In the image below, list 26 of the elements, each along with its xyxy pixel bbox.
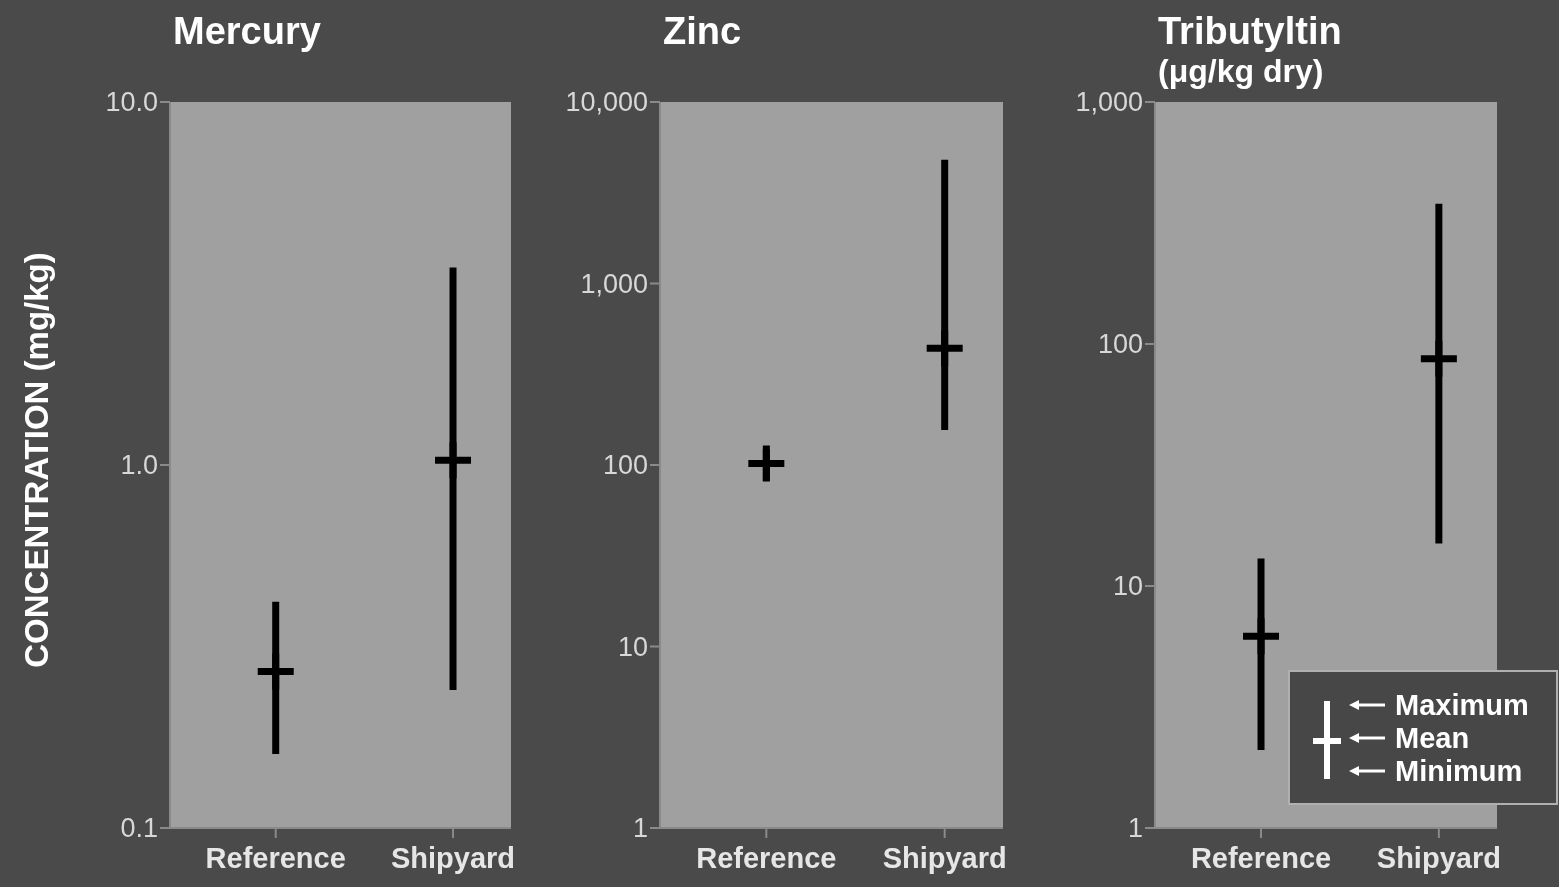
x-tick-label: Reference xyxy=(205,842,346,874)
y-tick-label: 100 xyxy=(1097,329,1143,360)
y-tick-label: 1,000 xyxy=(1075,87,1143,118)
y-tick-label: 1.0 xyxy=(120,450,158,481)
annotation: Maximum xyxy=(1395,689,1529,722)
y-axis-title: CONCENTRATION (mg/kg) xyxy=(18,252,55,668)
chart-title: Tributyltin xyxy=(1158,10,1342,52)
chart-title: Mercury xyxy=(173,10,321,52)
y-tick-label: 1,000 xyxy=(580,268,648,299)
x-tick-label: Shipyard xyxy=(882,842,1007,874)
x-tick-label: Reference xyxy=(696,842,837,874)
chart-subtitle: (μg/kg dry) xyxy=(1158,53,1324,89)
y-tick-label: 0.1 xyxy=(120,813,158,844)
y-tick-label: 10 xyxy=(1112,571,1143,602)
y-tick-label: 10,000 xyxy=(565,87,648,118)
y-tick-label: 10 xyxy=(617,631,648,662)
x-tick-label: Reference xyxy=(1190,842,1332,874)
y-tick-label: 100 xyxy=(602,450,648,481)
x-tick-label: Shipyard xyxy=(1376,842,1501,874)
x-tick-label: Shipyard xyxy=(390,842,516,874)
y-tick-label: 1 xyxy=(1127,813,1143,844)
annotation: Mean xyxy=(1395,722,1470,755)
annotation: Minimum xyxy=(1395,755,1523,788)
y-tick-label: 10.0 xyxy=(105,87,158,118)
y-tick-label: 1 xyxy=(632,813,648,844)
chart-title: Zinc xyxy=(663,10,742,52)
